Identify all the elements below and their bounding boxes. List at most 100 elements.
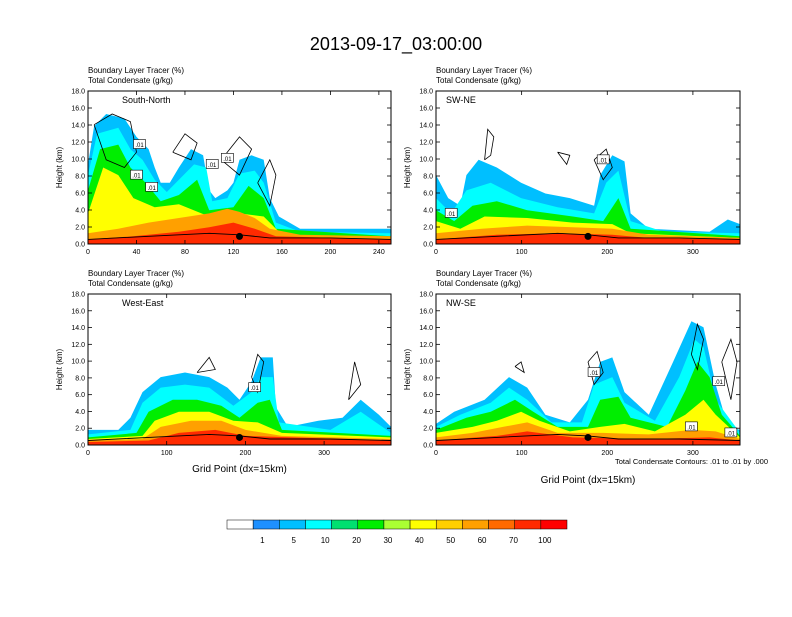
y-axis-label: Height (km) xyxy=(55,348,64,390)
x-tick-label: 200 xyxy=(601,450,613,457)
colorbar-label: 20 xyxy=(352,536,361,545)
y-tick-label: 10.0 xyxy=(419,359,433,366)
colorbar-swatch xyxy=(226,519,254,530)
x-tick-label: 300 xyxy=(687,450,699,457)
x-tick-label: 100 xyxy=(516,450,528,457)
tracer-field xyxy=(436,128,740,244)
condensate-contour-1 xyxy=(93,113,137,168)
condensate-contour-4 xyxy=(257,158,277,207)
colorbar-label: 5 xyxy=(292,536,297,545)
colorbar-label: 60 xyxy=(478,536,487,545)
y-tick-label: 14.0 xyxy=(71,325,85,332)
contour-label-box xyxy=(724,427,738,438)
colorbar-swatch xyxy=(252,519,280,530)
contour-label-box xyxy=(221,153,234,163)
x-tick-label: 0 xyxy=(86,450,90,457)
location-dot xyxy=(584,433,592,441)
y-tick-label: 16.0 xyxy=(419,106,433,113)
y-axis-label: Height (km) xyxy=(55,146,64,188)
panel-title: West-East xyxy=(122,298,164,308)
x-tick-label: 100 xyxy=(161,450,173,457)
condensate-contour-1 xyxy=(196,356,216,373)
panel-title: South-North xyxy=(122,95,171,105)
condensate-contour-2 xyxy=(587,350,604,386)
x-tick-label: 240 xyxy=(373,249,385,256)
y-tick-label: 18.0 xyxy=(419,89,433,96)
contour-label-box xyxy=(133,139,146,149)
y-tick-label: 18.0 xyxy=(71,89,85,96)
colorbar-swatch xyxy=(383,519,411,530)
y-tick-label: 6.0 xyxy=(75,191,85,198)
panel-subtitle-1: Boundary Layer Tracer (%) xyxy=(88,66,184,75)
tracer-field xyxy=(436,321,740,445)
contour-label: .01 xyxy=(727,431,736,437)
condensate-contour-3 xyxy=(691,322,704,371)
y-tick-label: 6.0 xyxy=(423,191,433,198)
y-tick-label: 0.0 xyxy=(75,443,85,450)
x-tick-label: 40 xyxy=(133,249,141,256)
y-axis-label: Height (km) xyxy=(403,348,412,390)
condensate-contour-4 xyxy=(721,338,738,400)
y-tick-label: 12.0 xyxy=(71,140,85,147)
plot-frame xyxy=(87,90,392,245)
y-tick-label: 4.0 xyxy=(75,409,85,416)
y-axis-label: Height (km) xyxy=(403,146,412,188)
contour-label: .01 xyxy=(132,174,141,180)
colorbar-label: 100 xyxy=(538,536,552,545)
contour-label: .01 xyxy=(147,186,156,192)
condensate-contour-1 xyxy=(484,128,495,161)
y-tick-label: 2.0 xyxy=(423,426,433,433)
figure-title: 2013-09-17_03:00:00 xyxy=(310,34,482,55)
panels: .01 .01 .01 .01 .01 0.0 2.0 4.0 6.0 8.0 10.0 12.0 14… xyxy=(55,66,741,486)
x-axis-label: Grid Point (dx=15km) xyxy=(541,475,636,486)
contour-label: .01 xyxy=(715,380,724,386)
contour-label-box xyxy=(248,382,261,392)
y-tick-label: 2.0 xyxy=(423,225,433,232)
panel-subtitle-1: Boundary Layer Tracer (%) xyxy=(88,269,184,278)
condensate-contour-2 xyxy=(172,133,198,161)
x-tick-label: 0 xyxy=(434,249,438,256)
y-tick-label: 2.0 xyxy=(75,426,85,433)
y-tick-label: 6.0 xyxy=(423,392,433,399)
panel-title: SW-NE xyxy=(446,95,476,105)
contour-note: Total Condensate Contours: .01 to .01 by… xyxy=(615,457,768,466)
colorbar-swatch xyxy=(488,519,515,530)
y-tick-label: 4.0 xyxy=(75,208,85,215)
panel-subtitle-2: Total Condensate (g/kg) xyxy=(436,279,521,288)
y-tick-label: 0.0 xyxy=(75,242,85,249)
condensate-contour-1 xyxy=(514,361,525,374)
panel-subtitle-1: Boundary Layer Tracer (%) xyxy=(436,66,532,75)
colorbar-swatch xyxy=(279,519,306,530)
y-tick-label: 8.0 xyxy=(423,375,433,382)
y-tick-label: 0.0 xyxy=(423,443,433,450)
plot-frame xyxy=(435,90,741,245)
plot-frame xyxy=(87,293,392,446)
contour-label-box xyxy=(205,159,219,169)
colorbar-swatch xyxy=(540,519,568,530)
contour-label: .01 xyxy=(135,143,144,149)
y-tick-label: 6.0 xyxy=(75,392,85,399)
colorbar-label: 50 xyxy=(446,536,455,545)
contour-label-box xyxy=(712,376,726,386)
contour-label-box xyxy=(596,154,610,165)
tracer-field xyxy=(88,353,391,445)
panel-title: NW-SE xyxy=(446,298,476,308)
y-tick-label: 4.0 xyxy=(423,208,433,215)
y-tick-label: 16.0 xyxy=(71,308,85,315)
x-tick-label: 200 xyxy=(325,249,337,256)
contour-label: .01 xyxy=(250,386,259,392)
x-tick-label: 0 xyxy=(434,450,438,457)
colorbar-label: 40 xyxy=(415,536,424,545)
location-dot xyxy=(236,433,243,441)
y-tick-label: 16.0 xyxy=(419,308,433,315)
y-tick-label: 10.0 xyxy=(71,157,85,164)
condensate-contour-3 xyxy=(220,136,253,176)
colorbar-label: 30 xyxy=(383,536,392,545)
y-tick-label: 0.0 xyxy=(423,242,433,249)
panel-2: .01 .01 0.0 2.0 4.0 6.0 8.0 10.0 12.0 14.0 16.0 18.… xyxy=(403,66,741,256)
y-tick-label: 14.0 xyxy=(419,123,433,130)
y-tick-label: 8.0 xyxy=(423,174,433,181)
panel-subtitle-2: Total Condensate (g/kg) xyxy=(88,279,173,288)
colorbar-swatch xyxy=(409,519,437,530)
